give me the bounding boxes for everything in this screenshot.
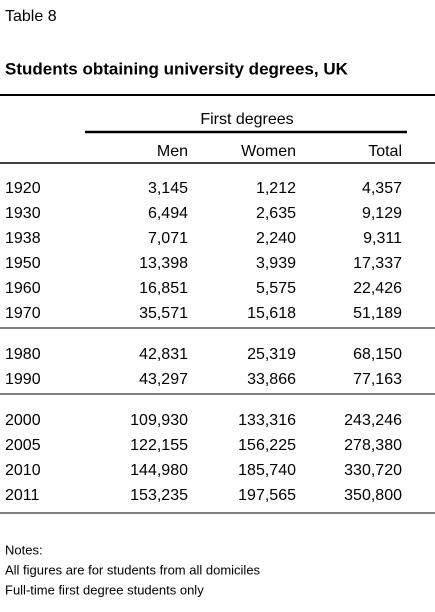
cell-value: 153,235 <box>130 487 188 504</box>
cell-value: 51,189 <box>353 305 402 322</box>
cell-value: 9,311 <box>363 230 402 247</box>
notes-title: Notes: <box>5 542 43 557</box>
row-year: 1960 <box>5 280 41 297</box>
cell-value: 9,129 <box>362 205 402 222</box>
cell-value: 33,866 <box>247 371 296 388</box>
row-year: 1950 <box>5 255 41 272</box>
table-title: Students obtaining university degrees, U… <box>5 59 349 78</box>
cell-value: 5,575 <box>256 280 296 297</box>
cell-value: 156,225 <box>238 437 296 454</box>
row-year: 1930 <box>5 205 41 222</box>
cell-value: 185,740 <box>238 462 296 479</box>
cell-value: 68,150 <box>353 346 402 363</box>
cell-value: 43,297 <box>139 371 188 388</box>
cell-value: 42,831 <box>139 346 188 363</box>
cell-value: 278,380 <box>344 437 402 454</box>
column-header: Women <box>241 143 296 160</box>
cell-value: 2,635 <box>256 205 296 222</box>
row-year: 1920 <box>5 180 41 197</box>
row-year: 2011 <box>5 487 40 504</box>
cell-value: 77,163 <box>353 371 402 388</box>
cell-value: 7,071 <box>148 230 188 247</box>
row-year: 1938 <box>5 230 41 247</box>
cell-value: 2,240 <box>256 230 296 247</box>
cell-value: 109,930 <box>130 412 188 429</box>
cell-value: 133,316 <box>238 412 296 429</box>
cell-value: 350,800 <box>344 487 402 504</box>
cell-value: 17,337 <box>353 255 402 272</box>
cell-value: 197,565 <box>238 487 296 504</box>
row-year: 1990 <box>5 371 41 388</box>
cell-value: 144,980 <box>130 462 188 479</box>
cell-value: 3,145 <box>148 180 188 197</box>
cell-value: 13,398 <box>139 255 188 272</box>
row-year: 2000 <box>5 412 41 429</box>
group-heading: First degrees <box>200 111 293 128</box>
row-year: 1980 <box>5 346 41 363</box>
cell-value: 6,494 <box>148 205 188 222</box>
cell-value: 16,851 <box>139 280 188 297</box>
row-year: 2005 <box>5 437 41 454</box>
cell-value: 4,357 <box>362 180 402 197</box>
row-year: 2010 <box>5 462 41 479</box>
cell-value: 3,939 <box>256 255 296 272</box>
cell-value: 330,720 <box>344 462 402 479</box>
cell-value: 35,571 <box>139 305 188 322</box>
cell-value: 15,618 <box>247 305 296 322</box>
note-line: Full-time first degree students only <box>5 582 204 597</box>
row-year: 1970 <box>5 305 41 322</box>
cell-value: 22,426 <box>353 280 402 297</box>
note-line: All figures are for students from all do… <box>5 562 261 577</box>
column-header: Total <box>368 143 402 160</box>
cell-value: 25,319 <box>247 346 296 363</box>
column-header: Men <box>157 143 188 160</box>
cell-value: 243,246 <box>344 412 402 429</box>
table-label: Table 8 <box>5 8 57 25</box>
cell-value: 1,212 <box>256 180 296 197</box>
cell-value: 122,155 <box>130 437 188 454</box>
